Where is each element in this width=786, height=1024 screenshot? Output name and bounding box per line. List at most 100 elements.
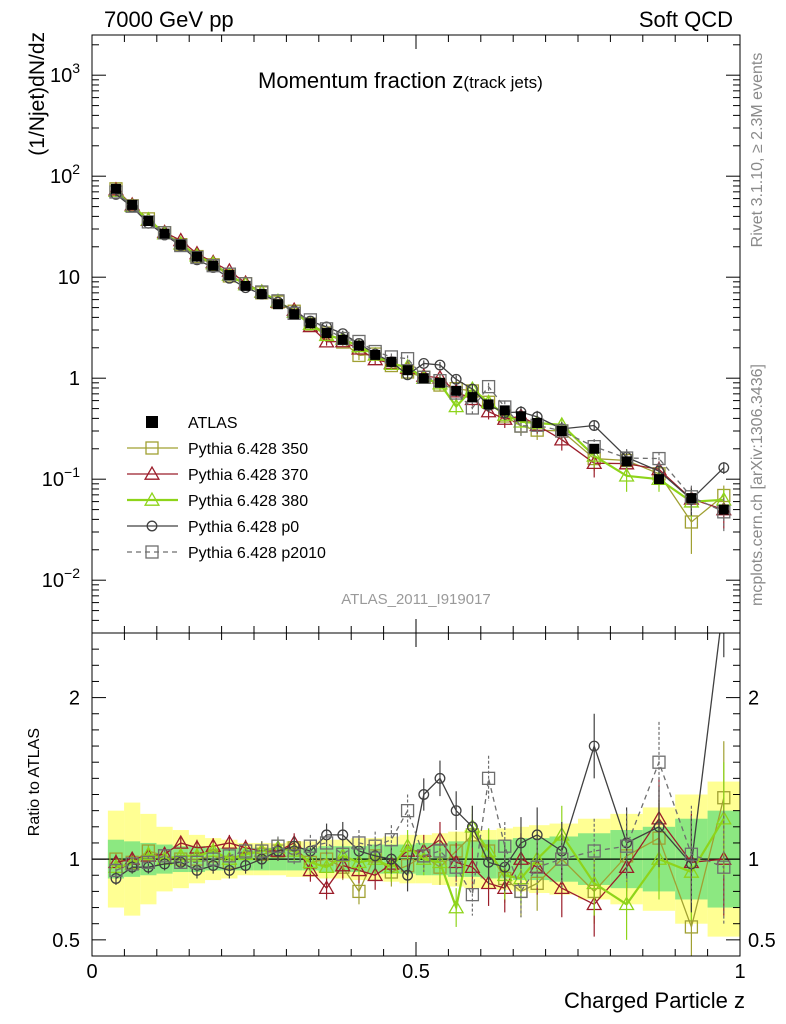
- series-point-ratio: [303, 839, 318, 853]
- series-point-ratio: [717, 860, 731, 874]
- data-point: [589, 443, 600, 454]
- series-point-ratio: [512, 870, 529, 885]
- y-tick-label-base: 10: [42, 469, 64, 491]
- series-point-top: [586, 447, 603, 462]
- y-tick-label-exp: 3: [72, 60, 80, 76]
- series-point-ratio: [334, 847, 351, 862]
- data-point: [191, 251, 202, 262]
- series-point-ratio: [465, 887, 480, 902]
- data-point: [289, 309, 300, 320]
- data-point: [256, 289, 267, 300]
- series-point-top: [555, 424, 569, 438]
- series-point-top: [652, 451, 666, 466]
- series-point-ratio: [434, 772, 446, 784]
- data-point: [556, 426, 567, 437]
- series-point-ratio: [319, 836, 334, 850]
- data-point: [402, 365, 413, 376]
- series-point-top: [588, 420, 600, 431]
- y-tick-label-top: 1: [69, 368, 80, 390]
- legend-label: ATLAS: [188, 415, 238, 432]
- series-point-ratio: [400, 804, 415, 818]
- series-point-ratio: [402, 869, 414, 881]
- series-point-ratio: [157, 849, 172, 863]
- series-point-ratio: [652, 755, 666, 769]
- series-point-ratio: [529, 850, 546, 865]
- y-axis-label-top: (1/Njet)dN/dz: [26, 32, 49, 156]
- data-point: [718, 504, 729, 515]
- x-axis-label: Charged Particle z: [564, 988, 745, 1013]
- series-point-ratio: [321, 829, 333, 841]
- series-point-ratio: [588, 740, 600, 752]
- series-point-ratio: [531, 829, 543, 841]
- series-point-top: [222, 267, 237, 281]
- series-point-ratio: [206, 852, 220, 866]
- data-point: [483, 399, 494, 410]
- series-point-ratio: [431, 854, 448, 869]
- legend: ATLAS Pythia 6.428 350 Pythia 6.428 370 Pyt…: [127, 415, 326, 562]
- y-tick-label-exp: −2: [64, 565, 80, 581]
- x-tick-label: 0.5: [402, 961, 430, 983]
- series-point-top: [553, 431, 570, 446]
- legend-marker: [145, 441, 159, 455]
- x-tick-label: 1: [734, 961, 745, 983]
- series-point-ratio: [334, 857, 351, 872]
- y-tick-label-base: 10: [50, 166, 72, 188]
- legend-marker: [143, 465, 161, 480]
- series-point-ratio: [174, 855, 188, 869]
- data-point: [353, 340, 364, 351]
- series-point-ratio: [618, 896, 635, 911]
- y-tick-label-base: 10: [42, 570, 64, 592]
- data-point: [224, 270, 235, 281]
- chart-title-var: z: [452, 68, 463, 93]
- data-point: [386, 356, 397, 367]
- series-point-ratio: [141, 855, 156, 869]
- series-point-ratio: [684, 847, 699, 861]
- series-point-ratio: [271, 839, 285, 853]
- data-point: [110, 183, 121, 194]
- legend-label: Pythia 6.428 p0: [188, 519, 299, 536]
- series-point-ratio: [125, 857, 139, 871]
- series-point-ratio: [481, 771, 496, 785]
- series-point-ratio: [433, 844, 447, 858]
- data-point: [321, 328, 332, 339]
- data-point: [305, 318, 316, 329]
- side-label-top: Rivet 3.1.10, ≥ 2.3M events: [749, 53, 766, 248]
- legend-marker: [146, 520, 158, 532]
- data-point: [654, 474, 664, 485]
- series-point-ratio: [448, 899, 465, 914]
- series-point-ratio: [318, 879, 335, 894]
- series-point-ratio: [302, 854, 319, 869]
- series-point-ratio: [418, 789, 430, 800]
- series-point-top: [418, 357, 430, 369]
- y-tick-label-base: 10: [58, 267, 80, 289]
- y-tick-label-top: 102: [50, 161, 80, 188]
- data-point: [467, 392, 478, 403]
- series-point-top: [450, 373, 462, 385]
- data-point: [515, 411, 526, 422]
- series-point-ratio: [450, 805, 462, 817]
- series-point-ratio: [619, 839, 634, 853]
- series-point-ratio: [530, 860, 544, 874]
- series-point-ratio: [415, 850, 432, 865]
- series-point-ratio: [190, 855, 204, 869]
- legend-label: Pythia 6.428 380: [188, 493, 308, 510]
- data-point: [532, 418, 543, 429]
- series-point-ratio: [555, 852, 569, 866]
- series-point-ratio: [480, 875, 497, 890]
- data-point: [499, 405, 510, 416]
- watermark-label: ATLAS_2011_I919017: [341, 591, 491, 608]
- data-point: [143, 216, 154, 227]
- series-point-ratio: [449, 860, 463, 874]
- y-tick-label-ratio: 1: [69, 849, 80, 871]
- series-point-ratio: [110, 873, 122, 884]
- data-point: [418, 373, 429, 384]
- series-point-ratio: [586, 875, 603, 890]
- series-point-top: [481, 379, 496, 394]
- series-point-ratio: [159, 858, 171, 870]
- chart-title-sub: (track jets): [463, 73, 542, 92]
- data-point: [127, 199, 138, 210]
- series-point-ratio: [140, 846, 157, 861]
- legend-marker: [145, 545, 159, 559]
- series-point-ratio: [587, 844, 601, 858]
